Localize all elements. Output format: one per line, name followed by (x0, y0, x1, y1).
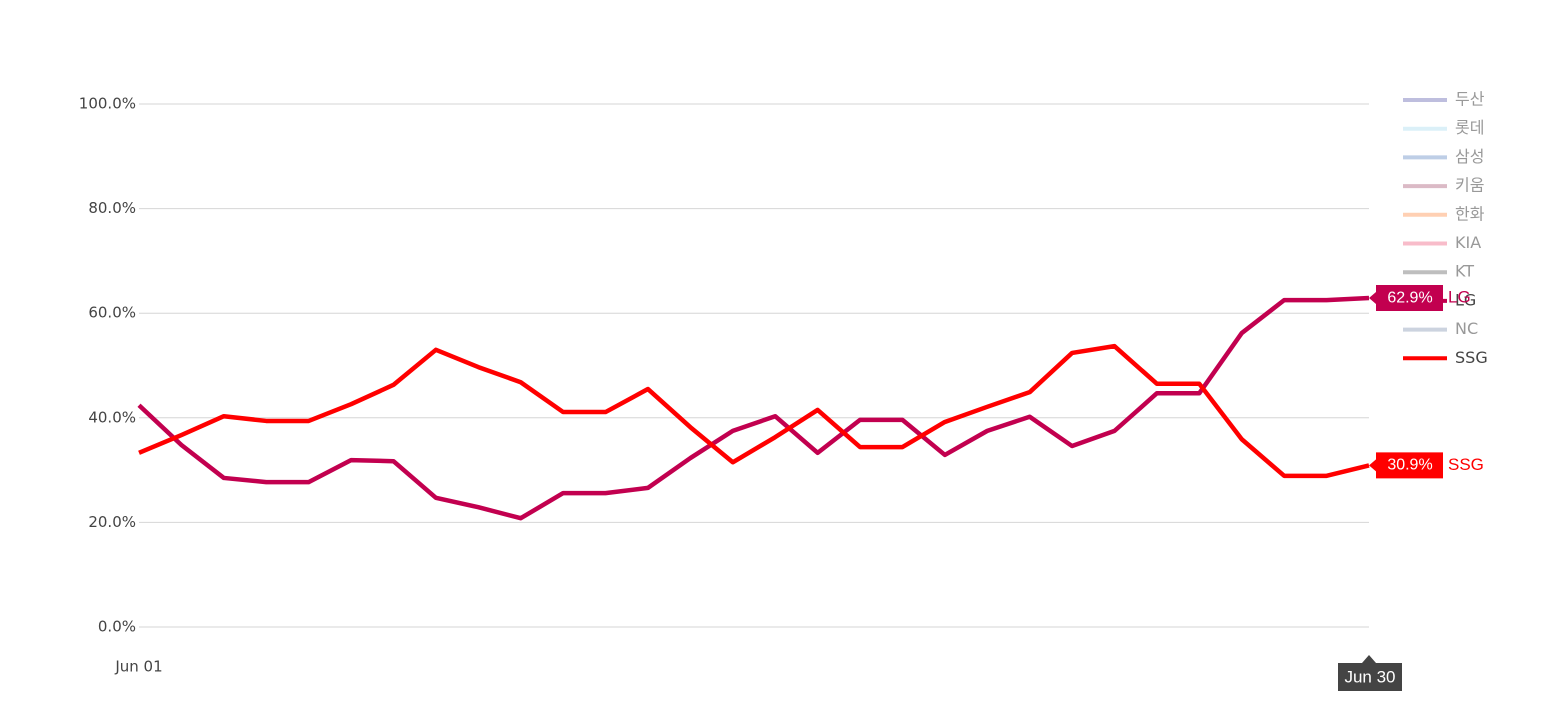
series-line (138, 343, 1370, 479)
hover-x-label: Jun 30 (1344, 667, 1395, 686)
y-tick-label: 80.0% (88, 199, 136, 217)
hover-box (1369, 285, 1443, 312)
legend-label: KT (1455, 262, 1474, 281)
hover-x-box (1338, 655, 1402, 691)
legend-label: NC (1455, 319, 1478, 338)
hover-value: 62.9% (1387, 289, 1432, 306)
hover-value: 30.9% (1387, 457, 1432, 474)
hover-label: 62.9% LG (1369, 285, 1471, 312)
y-tick-label: 0.0% (98, 618, 136, 636)
y-tick-label: 20.0% (88, 513, 136, 531)
x-tick-label: Jun 01 (114, 658, 162, 676)
legend-label: LG (1455, 290, 1476, 309)
hover-label: 30.9% SSG (1369, 452, 1484, 479)
legend-label: 삼성 (1455, 147, 1484, 166)
hover-box (1369, 452, 1443, 479)
y-tick-label: 100.0% (79, 95, 136, 113)
legend-label: 키움 (1455, 176, 1484, 195)
legend-label: SSG (1455, 348, 1488, 367)
legend-label: 두산 (1455, 90, 1485, 109)
legend-label: 롯데 (1455, 118, 1484, 137)
legend-label: KIA (1455, 233, 1481, 252)
hover-name: LG (1448, 288, 1471, 307)
y-tick-label: 40.0% (88, 408, 136, 426)
series-line (137, 295, 1370, 521)
hover-name: SSG (1448, 455, 1484, 474)
y-tick-label: 60.0% (88, 304, 136, 322)
legend-label: 한화 (1455, 204, 1485, 223)
